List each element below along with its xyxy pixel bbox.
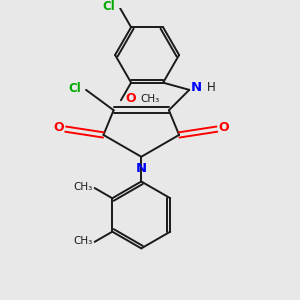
Text: CH₃: CH₃ [73, 182, 92, 192]
Text: H: H [207, 81, 216, 94]
Text: CH₃: CH₃ [141, 94, 160, 104]
Text: Cl: Cl [68, 82, 81, 95]
Text: O: O [125, 92, 136, 105]
Text: O: O [53, 121, 64, 134]
Text: N: N [191, 81, 202, 94]
Text: N: N [136, 162, 147, 175]
Text: O: O [219, 121, 230, 134]
Text: Cl: Cl [102, 0, 115, 14]
Text: CH₃: CH₃ [73, 236, 92, 246]
